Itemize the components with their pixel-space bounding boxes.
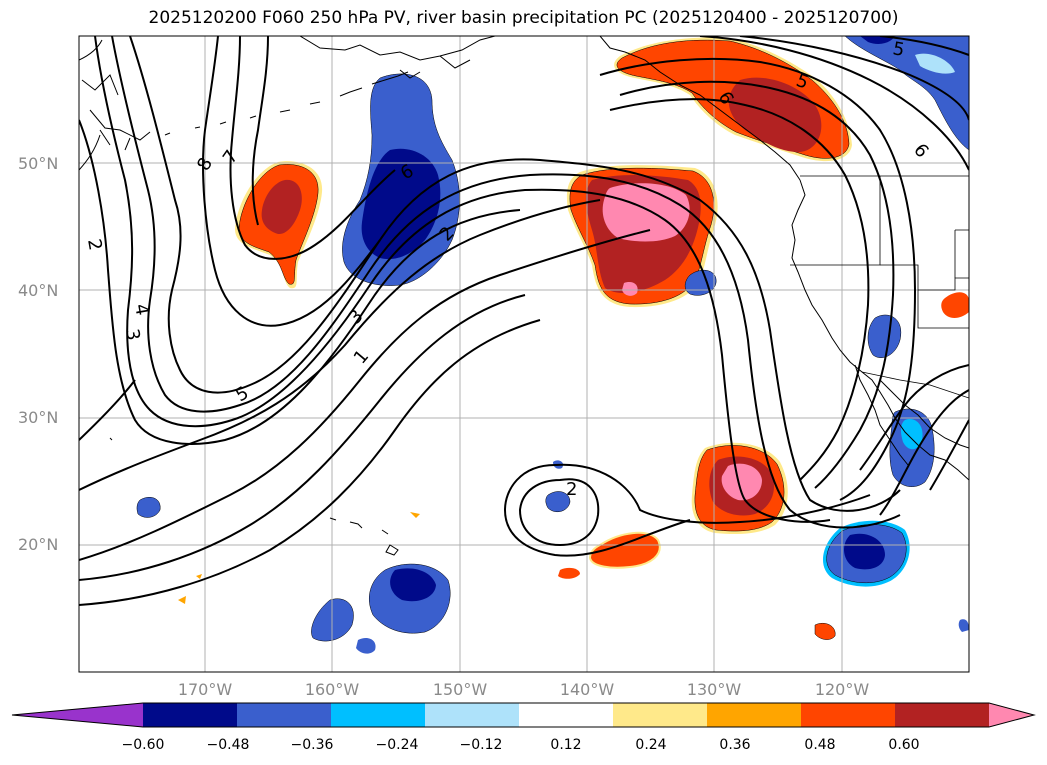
colorbar-tick: −0.36 — [290, 737, 334, 753]
colorbar-tick: −0.60 — [121, 737, 165, 753]
colorbar-tick: 0.36 — [719, 737, 751, 753]
map-title: 2025120200 F060 250 hPa PV, river basin … — [148, 8, 899, 28]
colorbar-cell — [331, 703, 426, 727]
lon-label-140w: 140°W — [559, 680, 615, 699]
colorbar-tick: 0.48 — [804, 737, 836, 753]
positive-anomaly-specks — [178, 512, 836, 640]
colorbar-extend-low — [12, 703, 143, 727]
contour-label: 4 — [130, 302, 153, 317]
map-frame — [78, 35, 970, 673]
pv-contours — [79, 36, 969, 606]
lat-label-50n: 50°N — [18, 154, 59, 173]
colorbar-cell — [237, 703, 332, 727]
colorbar-extend-high — [989, 703, 1034, 727]
contour-label: 2 — [566, 479, 577, 500]
colorbar-cell — [613, 703, 708, 727]
positive-anomaly-small-c — [558, 567, 580, 579]
lon-label-160w: 160°W — [304, 680, 360, 699]
colorbar-tick: −0.12 — [459, 737, 503, 753]
negative-anomaly-small-b — [867, 314, 902, 358]
colorbar-cell — [425, 703, 520, 727]
colorbar-tick: −0.24 — [375, 737, 419, 753]
colorbar-cell — [801, 703, 896, 727]
negative-anomaly-southeast — [822, 520, 910, 587]
lat-label-40n: 40°N — [18, 281, 59, 300]
contour-label: 3 — [121, 327, 144, 342]
positive-anomaly-central — [566, 165, 718, 308]
political-borders — [790, 175, 969, 399]
graticule — [79, 36, 969, 672]
colorbar-cell — [143, 703, 238, 727]
colorbar-tick: 0.60 — [888, 737, 920, 753]
contour-label: 5 — [891, 38, 906, 61]
lon-label-120w: 120°W — [814, 680, 870, 699]
colorbar-tick: 0.24 — [635, 737, 667, 753]
lon-label-150w: 150°W — [432, 680, 488, 699]
positive-anomaly-west — [235, 161, 323, 289]
negative-anomaly-northeast — [844, 36, 969, 151]
lon-label-170w: 170°W — [177, 680, 233, 699]
colorbar — [11, 702, 1036, 728]
negative-anomaly-mexico — [889, 408, 935, 487]
colorbar-cell — [895, 703, 990, 727]
negative-anomaly-hawaii — [136, 460, 969, 654]
negative-anomaly-central — [342, 73, 460, 286]
lat-label-20n: 20°N — [18, 535, 59, 554]
colorbar-cell — [707, 703, 802, 727]
contour-label: 2 — [83, 237, 106, 252]
colorbar-tick: −0.48 — [206, 737, 250, 753]
lon-label-130w: 130°W — [686, 680, 742, 699]
colorbar-tick: 0.12 — [550, 737, 582, 753]
lat-label-30n: 30°N — [18, 408, 59, 427]
colorbar-cell — [519, 703, 614, 727]
positive-anomaly-small-a — [941, 292, 969, 318]
